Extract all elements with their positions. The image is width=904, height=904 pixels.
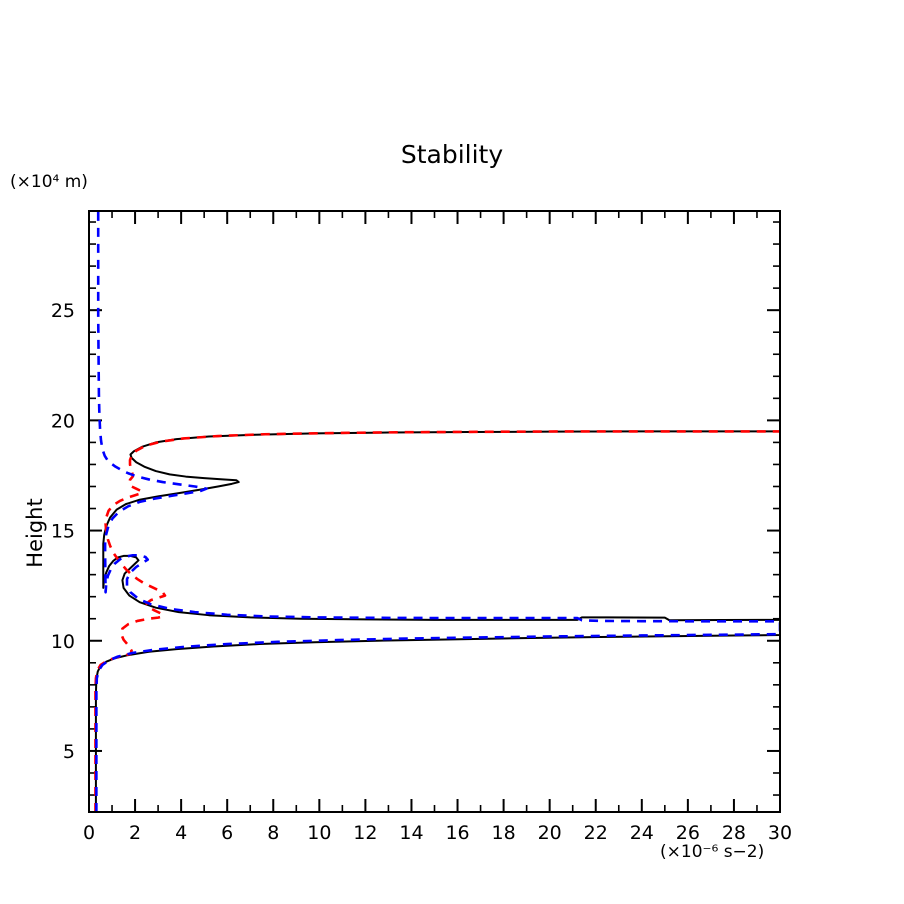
- x-tick-label: 14: [399, 822, 423, 844]
- x-tick-label: 8: [267, 822, 279, 844]
- data-series-group: [94, 211, 780, 812]
- x-tick-label: 20: [538, 822, 562, 844]
- axis-ticks: [88, 211, 781, 812]
- x-tick-label: 22: [584, 822, 608, 844]
- y-axis-unit-label: (×10⁴ m): [10, 172, 88, 192]
- y-tick-label: 25: [51, 300, 75, 322]
- x-tick-label: 24: [630, 822, 654, 844]
- x-tick-label: 12: [353, 822, 377, 844]
- series-black-solid: [94, 430, 780, 812]
- x-tick-label: 10: [307, 822, 331, 844]
- series-blue-dashed: [95, 211, 780, 812]
- y-axis-title: Height: [23, 498, 47, 567]
- x-tick-label: 26: [676, 822, 700, 844]
- series-red-dashed: [94, 430, 780, 812]
- chart-title: Stability: [401, 140, 504, 169]
- plot-frame: [88, 210, 781, 813]
- y-tick-label: 20: [51, 410, 75, 432]
- x-tick-label: 2: [129, 822, 141, 844]
- x-tick-label: 6: [221, 822, 233, 844]
- x-tick-label: 0: [83, 822, 95, 844]
- y-tick-label: 15: [51, 521, 75, 543]
- x-tick-label: 18: [492, 822, 516, 844]
- x-tick-label: 30: [768, 822, 792, 844]
- x-tick-label: 16: [445, 822, 469, 844]
- x-tick-label: 4: [175, 822, 187, 844]
- y-tick-label: 5: [63, 741, 75, 763]
- x-axis-unit-label: (×10⁻⁶ s−2): [660, 842, 764, 862]
- x-tick-label: 28: [722, 822, 746, 844]
- y-tick-label: 10: [51, 631, 75, 653]
